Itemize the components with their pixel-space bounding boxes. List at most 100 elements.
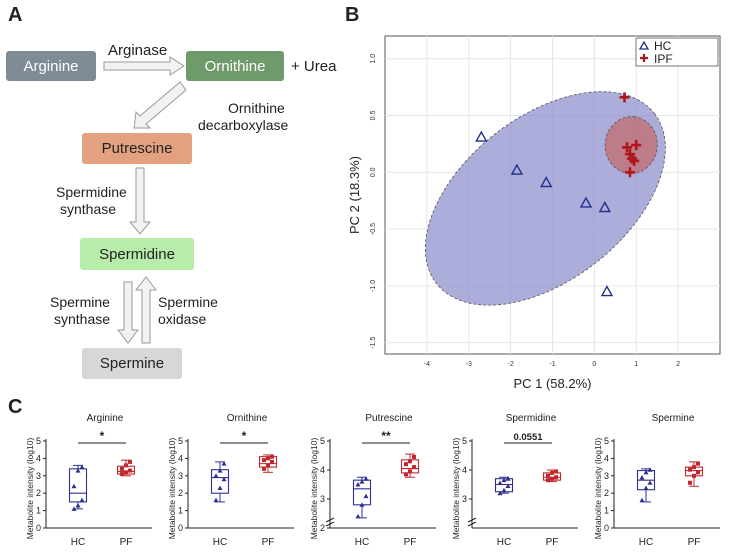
box-point-hc	[75, 468, 81, 473]
box-point-hc	[71, 506, 77, 511]
urea-label: + Urea	[291, 58, 337, 75]
node-putrescine-label: Putrescine	[101, 140, 173, 157]
boxplot-ytick-label-arginine: 4	[36, 453, 41, 463]
significance-label-arginine: *	[100, 429, 105, 443]
enzyme-spds-line2: synthase	[60, 201, 117, 217]
box-point-pf	[266, 456, 270, 461]
pca-ylabel: PC 2 (18.3%)	[347, 156, 362, 234]
box-point-pf	[546, 478, 550, 483]
box-point-hc	[643, 485, 649, 490]
arrow-arginase	[103, 56, 185, 76]
box-point-pf	[550, 470, 554, 475]
node-putrescine: Putrescine	[82, 133, 192, 164]
box-point-pf	[696, 470, 700, 475]
pca-point-ipf	[619, 92, 630, 103]
legend-ipf-label: IPF	[654, 52, 673, 66]
box-point-pf	[404, 462, 408, 467]
boxplot-xtick-label-hc: HC	[71, 537, 85, 548]
boxplot-title-arginine: Arginine	[87, 413, 124, 424]
boxplot-xtick-label-pf: PF	[688, 537, 701, 548]
box-point-pf	[554, 475, 558, 480]
box-point-pf	[120, 466, 124, 471]
boxplot-xtick-label-pf: PF	[262, 537, 275, 548]
box-point-pf	[408, 459, 412, 464]
pca-legend	[635, 37, 719, 67]
enzyme-spms-line1: Spermine	[50, 294, 110, 310]
boxplot-ytick-label-putrescine: 4	[320, 465, 325, 475]
significance-label-spermidine: 0.0551	[513, 432, 543, 443]
pca-xtick-label: -3	[466, 361, 472, 368]
boxplot-ytick-label-arginine: 1	[36, 506, 41, 516]
pca-point-hc	[475, 130, 488, 142]
boxplot-ytick-label-ornithine: 4	[178, 453, 183, 463]
boxplot-title-spermidine: Spermidine	[506, 413, 557, 424]
boxplot-xtick-label-hc: HC	[639, 537, 653, 548]
box-point-hc	[355, 513, 361, 519]
box-point-hc	[213, 497, 219, 503]
node-ornithine: Ornithine	[186, 51, 284, 81]
arrow-spds	[128, 167, 152, 235]
box-point-hc	[355, 482, 361, 487]
node-spermidine: Spermidine	[80, 238, 194, 270]
node-arginine-label: Arginine	[23, 57, 79, 75]
box-point-hc	[363, 493, 369, 499]
pca-point-hc	[600, 285, 614, 297]
box-point-hc	[505, 483, 511, 488]
pca-point-hc	[579, 196, 593, 208]
boxplot-ytick-label-ornithine: 2	[178, 488, 183, 498]
box-point-pf	[408, 469, 412, 474]
box-point-hc	[359, 479, 365, 484]
legend-hc-marker	[638, 40, 650, 50]
boxplot-title-spermine: Spermine	[652, 413, 695, 424]
boxplot-ytick-label-spermidine: 3	[462, 494, 467, 504]
legend-hc-label: HC	[654, 39, 672, 53]
boxplot-xtick-label-pf: PF	[404, 537, 417, 548]
box-point-pf	[128, 468, 132, 473]
pca-point-hc	[540, 176, 553, 188]
box-point-hc	[643, 469, 649, 475]
box-body-hc	[352, 479, 372, 506]
enzyme-smox-line1: Spermine	[158, 294, 218, 310]
box-point-hc	[505, 476, 511, 481]
box-point-pf	[262, 458, 266, 463]
boxplot-ytick-label-spermine: 1	[604, 506, 609, 516]
node-spermine: Spermine	[82, 348, 182, 379]
pca-xtick-label: 1	[634, 361, 638, 368]
box-point-pf	[120, 472, 124, 477]
box-point-pf	[128, 459, 132, 464]
enzyme-spms-line2: synthase	[54, 311, 111, 327]
box-point-hc	[647, 480, 653, 485]
boxplot-ytick-label-ornithine: 5	[178, 436, 183, 446]
box-point-pf	[692, 465, 696, 470]
panel-label-c: C	[8, 396, 23, 418]
boxplot-ytick-label-spermine: 2	[604, 488, 609, 498]
box-point-hc	[213, 473, 219, 478]
pca-xtick-label: -1	[549, 361, 555, 368]
arrow-smox	[134, 276, 158, 344]
enzyme-arginase: Arginase	[108, 42, 168, 59]
pca-point-ipf	[629, 155, 640, 166]
box-point-hc	[221, 476, 227, 482]
pca-xtick-label: -4	[424, 361, 430, 368]
pca-ytick-label: 0.0	[370, 167, 377, 177]
enzyme-spds-line1: Spermidine	[56, 184, 127, 200]
box-point-pf	[688, 467, 692, 472]
pca-point-ipf	[624, 167, 635, 178]
boxplot-ytick-label-spermine: 0	[604, 523, 609, 533]
box-point-pf	[270, 459, 274, 464]
box-point-hc	[639, 475, 645, 480]
boxplot-ylabel-ornithine: Metabolite intensity (log10)	[167, 438, 177, 540]
box-point-hc	[71, 483, 77, 489]
boxplot-xtick-label-hc: HC	[355, 537, 369, 548]
boxplot-title-putrescine: Putrescine	[365, 413, 413, 424]
node-spermine-label: Spermine	[99, 355, 165, 372]
pca-ytick-label: -0.5	[370, 223, 377, 235]
arrow-odc	[133, 81, 187, 129]
boxplot-ytick-label-ornithine: 3	[178, 471, 183, 481]
boxplot-ytick-label-putrescine: 2	[320, 523, 325, 533]
panel-label-b: B	[345, 4, 360, 26]
pca-ytick-label: -1.0	[370, 280, 377, 292]
pca-xtick-label: 0	[592, 361, 596, 368]
boxplot-title-ornithine: Ornithine	[227, 413, 268, 424]
boxplot-ytick-label-spermine: 5	[604, 436, 609, 446]
